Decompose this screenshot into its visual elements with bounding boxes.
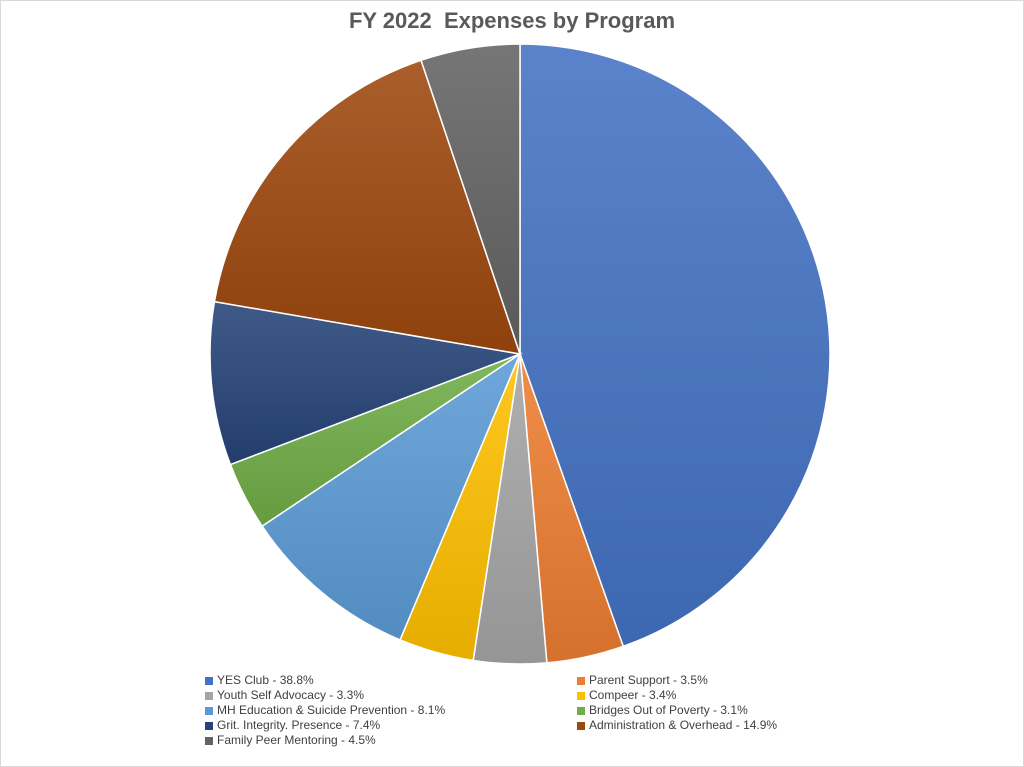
legend-item: Administration & Overhead - 14.9% (577, 718, 825, 733)
legend-label: Parent Support - 3.5% (589, 673, 708, 687)
pie-slice (213, 59, 522, 355)
legend-item: Grit. Integrity. Presence - 7.4% (205, 718, 577, 733)
legend-label: Administration & Overhead - 14.9% (589, 718, 778, 732)
legend-item: Youth Self Advocacy - 3.3% (205, 688, 577, 703)
legend-item: Compeer - 3.4% (577, 688, 825, 703)
legend-item: Family Peer Mentoring - 4.5% (205, 733, 577, 748)
legend-swatch (205, 736, 213, 745)
legend-item: MH Education & Suicide Prevention - 8.1% (205, 703, 577, 718)
legend-item: Bridges Out of Poverty - 3.1% (577, 703, 825, 718)
legend-label: Youth Self Advocacy - 3.3% (217, 688, 364, 702)
legend-swatch (205, 691, 213, 700)
chart-legend: YES Club - 38.8% Parent Support - 3.5% You… (205, 673, 825, 748)
pie-slice (519, 43, 831, 648)
legend-swatch (205, 676, 213, 685)
legend-label: MH Education & Suicide Prevention - 8.1% (217, 703, 446, 717)
pie-slice (420, 43, 521, 355)
legend-label: Family Peer Mentoring - 4.5% (217, 733, 376, 747)
legend-label: YES Club - 38.8% (217, 673, 314, 687)
legend-label: Compeer - 3.4% (589, 688, 677, 702)
legend-swatch (577, 691, 585, 700)
legend-swatch (205, 706, 213, 715)
legend-swatch (577, 721, 585, 730)
legend-item: YES Club - 38.8% (205, 673, 577, 688)
legend-swatch (577, 676, 585, 685)
legend-swatch (577, 706, 585, 715)
legend-swatch (205, 721, 213, 730)
pie-slice (209, 300, 523, 466)
chart-title: FY 2022 Expenses by Program (348, 8, 676, 33)
pie-slice (261, 351, 522, 641)
legend-label: Grit. Integrity. Presence - 7.4% (217, 718, 381, 732)
legend-item: Parent Support - 3.5% (577, 673, 825, 688)
legend-label: Bridges Out of Poverty - 3.1% (589, 703, 748, 717)
